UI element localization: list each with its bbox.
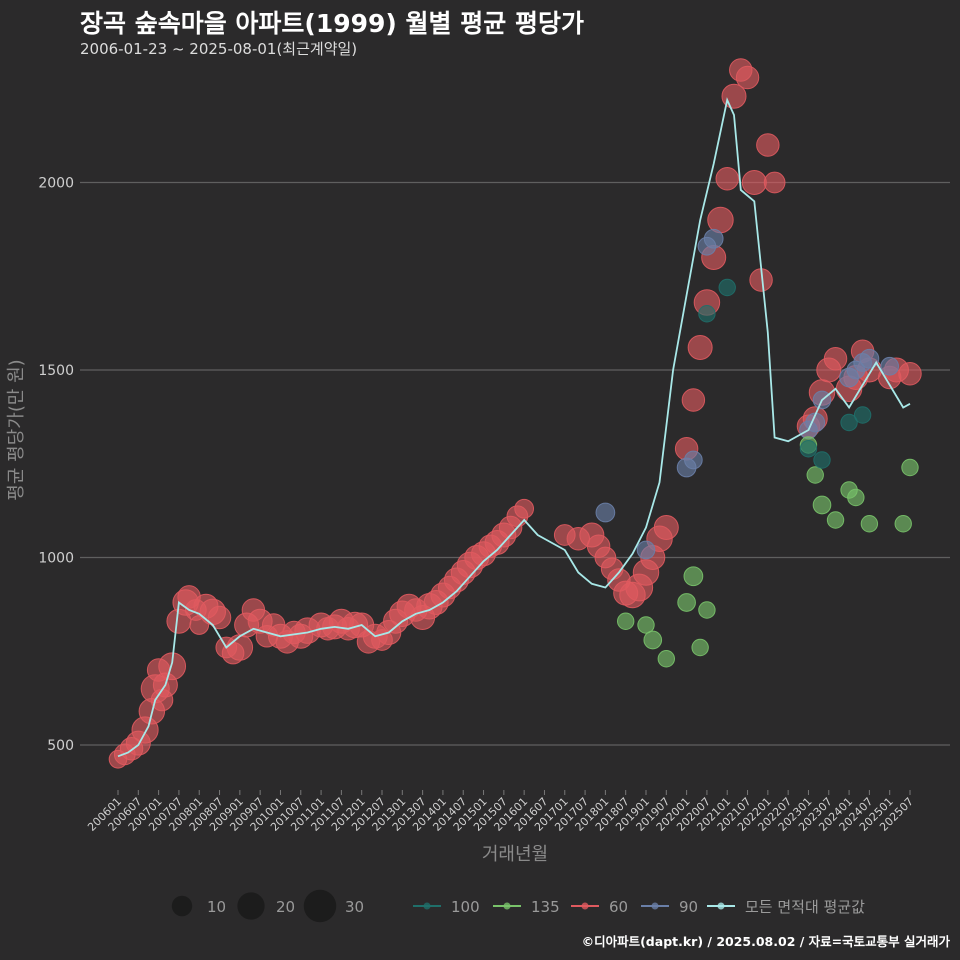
point-60 xyxy=(898,362,922,386)
legend-label-avg: 모든 면적대 평균값 xyxy=(745,898,865,916)
point-60 xyxy=(226,634,254,661)
point-135 xyxy=(677,593,696,612)
point-60 xyxy=(707,206,734,234)
y-tick-label: 1500 xyxy=(38,363,74,379)
average-line xyxy=(117,97,911,758)
legend-dot-avg xyxy=(717,902,725,910)
point-100 xyxy=(813,451,831,469)
size-legend-label: 10 xyxy=(207,898,226,916)
point-135 xyxy=(616,612,635,630)
point-60 xyxy=(741,169,767,196)
point-60 xyxy=(715,167,739,191)
x-axis-label: 거래년월 xyxy=(482,844,548,865)
size-legend-marker xyxy=(303,889,337,923)
point-135 xyxy=(901,458,919,477)
legend-label-135: 135 xyxy=(531,898,560,916)
point-60 xyxy=(158,652,187,681)
legend-label-90: 90 xyxy=(679,898,698,916)
legend: 10 20 30 100 135 60 90 모든 면적대 평균값 xyxy=(171,889,865,923)
point-135 xyxy=(691,638,709,657)
point-135 xyxy=(698,601,716,619)
point-135 xyxy=(847,488,865,507)
y-tick-label: 500 xyxy=(47,738,74,754)
point-135 xyxy=(860,515,879,533)
point-60 xyxy=(763,171,786,194)
y-tick-label: 2000 xyxy=(38,176,74,192)
point-60 xyxy=(653,514,679,541)
point-135 xyxy=(812,495,832,515)
point-60 xyxy=(207,605,232,630)
point-135 xyxy=(637,616,655,634)
size-legend-label: 20 xyxy=(276,898,295,916)
point-135 xyxy=(826,511,845,529)
point-60 xyxy=(756,133,780,157)
y-tick-label: 1000 xyxy=(38,551,74,567)
x-axis-ticks: 2006012006072007012007072008012008072009… xyxy=(85,790,916,834)
point-100 xyxy=(718,278,736,297)
point-135 xyxy=(657,650,676,668)
legend-label-60: 60 xyxy=(609,898,628,916)
point-60 xyxy=(514,498,535,519)
size-legend-marker xyxy=(237,892,265,920)
y-axis-label: 평균 평당가(만 원) xyxy=(6,359,27,500)
point-135 xyxy=(643,630,663,650)
data-credit: ©디아파트(dapt.kr) / 2025.08.02 / 자료=국토교통부 실… xyxy=(581,934,950,949)
legend-label-100: 100 xyxy=(451,898,480,916)
point-90 xyxy=(636,540,656,560)
point-100 xyxy=(840,413,858,432)
y-axis-ticks: 500 1000 1500 2000 xyxy=(38,176,74,755)
chart-subtitle: 2006-01-23 ~ 2025-08-01(최근계약일) xyxy=(80,40,358,58)
chart-title: 장곡 숲속마을 아파트(1999) 월별 평균 평당가 xyxy=(80,9,584,38)
point-60 xyxy=(687,334,713,361)
point-60 xyxy=(823,347,848,371)
point-90 xyxy=(595,502,616,523)
legend-dot-60 xyxy=(581,902,589,910)
size-legend-label: 30 xyxy=(345,898,364,916)
point-135 xyxy=(894,515,912,533)
point-90 xyxy=(684,450,703,470)
point-90 xyxy=(880,356,900,376)
grid-lines xyxy=(80,181,950,746)
average-line-group xyxy=(117,97,911,758)
point-60 xyxy=(735,65,760,90)
legend-dot-90 xyxy=(651,902,659,910)
point-100 xyxy=(853,406,872,424)
legend-dot-135 xyxy=(503,902,511,910)
point-135 xyxy=(683,566,704,587)
point-90 xyxy=(859,348,880,369)
size-legend-marker xyxy=(171,895,193,917)
point-90 xyxy=(703,228,724,249)
point-135 xyxy=(806,466,824,484)
point-100 xyxy=(799,440,818,458)
point-100 xyxy=(698,305,716,323)
point-60 xyxy=(681,388,706,412)
legend-dot-100 xyxy=(423,902,431,910)
scatter-points xyxy=(108,58,922,769)
